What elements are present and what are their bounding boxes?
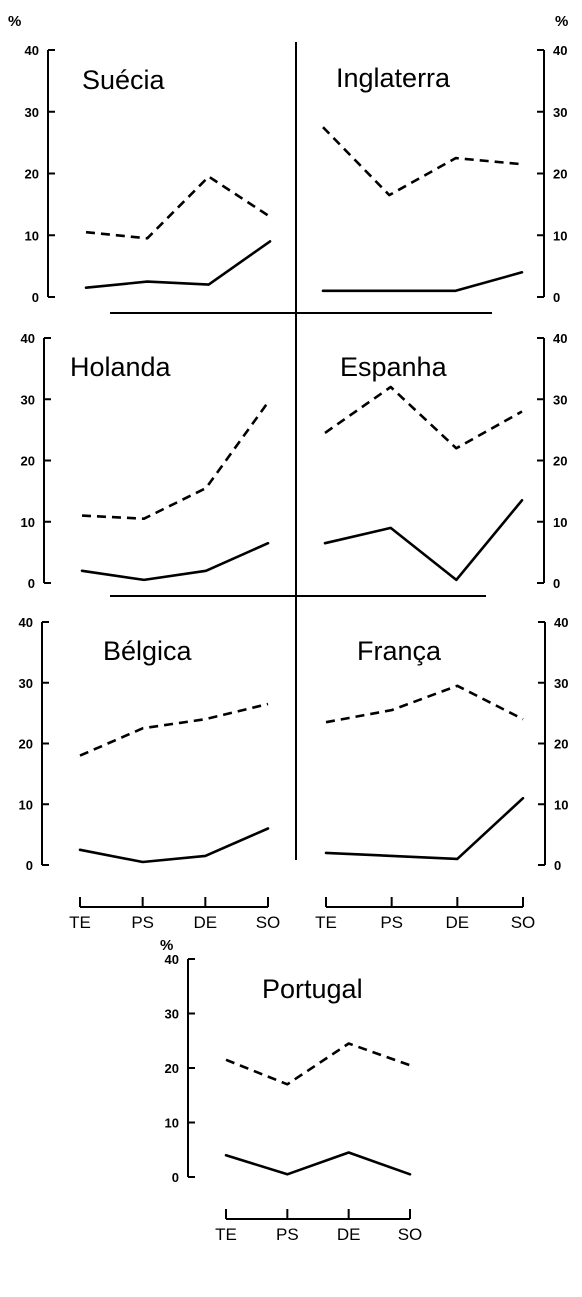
series-line-solid [78,827,270,864]
chart-panel-inglaterra: Inglaterra% 0 10 20 30 40 [321,13,568,305]
chart-panel-franca: França 0 10 20 30 40 TE PS DE SO [315,615,568,932]
y-tick-label: 10 [554,797,568,812]
y-tick-label: 30 [21,392,35,407]
series-line-dashed [225,1042,411,1086]
panel-title-inglaterra: Inglaterra [336,63,451,93]
y-tick-label: 0 [28,576,35,591]
chart-panel-holanda: Holanda 0 10 20 30 40 [21,331,270,591]
y-tick-label: 10 [25,228,39,243]
y-tick-label: 10 [21,515,35,530]
chart-panel-suecia: Suécia% 0 10 20 30 40 [8,13,272,305]
series-line-solid [321,270,524,293]
x-tick-label: TE [215,1225,237,1244]
y-tick-label: 30 [553,105,567,120]
y-tick-label: 0 [26,858,33,873]
series-line-dashed [324,385,523,450]
panel-title-franca: França [357,636,442,666]
panel-title-belgica: Bélgica [103,636,193,666]
y-tick-label: 0 [553,290,560,305]
series-line-dashed [322,126,523,197]
chart-panel-belgica: Bélgica 0 10 20 30 40 TE PS DE SO [19,615,281,932]
y-tick-label: 20 [21,454,35,469]
series-line-dashed [79,702,269,757]
x-tick-label: TE [315,913,337,932]
percent-unit-label: % [8,13,21,30]
y-tick-label: 40 [554,615,568,630]
panel-title-suecia: Suécia [82,65,166,95]
x-tick-label: DE [194,913,218,932]
x-tick-label: PS [276,1225,299,1244]
series-line-dashed [81,401,270,521]
series-line-solid [224,1151,412,1176]
y-tick-label: 40 [19,615,33,630]
y-tick-label: 10 [19,797,33,812]
y-tick-label: 0 [554,858,561,873]
y-tick-label: 30 [25,105,39,120]
y-tick-label: 40 [553,43,567,58]
y-tick-label: 20 [553,167,567,182]
series-line-solid [84,240,272,290]
series-line-dashed [85,175,271,240]
y-tick-label: 40 [25,43,39,58]
y-tick-label: 20 [553,454,567,469]
percent-unit-label: % [555,13,568,30]
panel-title-portugal: Portugal [262,974,363,1004]
y-tick-label: 0 [32,290,39,305]
y-tick-label: 0 [172,1170,179,1185]
panel-title-holanda: Holanda [70,352,172,382]
x-tick-label: PS [380,913,403,932]
y-tick-label: 40 [165,952,179,967]
y-tick-label: 30 [553,392,567,407]
y-tick-label: 20 [25,167,39,182]
x-tick-label: PS [131,913,154,932]
chart-panel-espanha: Espanha 0 10 20 30 40 [323,331,567,591]
chart-panel-portugal: Portugal% 0 10 20 30 40 TE PS DE SO [160,937,422,1244]
y-tick-label: 10 [165,1116,179,1131]
x-tick-label: SO [256,913,281,932]
x-tick-label: TE [69,913,91,932]
percent-unit-label: % [160,937,173,954]
y-tick-label: 20 [19,737,33,752]
y-tick-label: 30 [554,676,568,691]
series-line-solid [80,541,270,582]
y-tick-label: 10 [553,515,567,530]
y-tick-label: 40 [553,331,567,346]
y-tick-label: 10 [553,228,567,243]
y-tick-label: 40 [21,331,35,346]
y-tick-label: 30 [19,676,33,691]
y-tick-label: 20 [165,1061,179,1076]
y-tick-label: 30 [165,1007,179,1022]
series-line-solid [324,796,525,861]
series-line-dashed [325,684,524,724]
y-tick-label: 20 [554,737,568,752]
x-tick-label: SO [511,913,536,932]
x-tick-label: DE [446,913,470,932]
y-tick-label: 0 [553,576,560,591]
x-tick-label: DE [337,1225,361,1244]
series-line-solid [323,498,524,582]
x-tick-label: SO [398,1225,423,1244]
panel-title-espanha: Espanha [340,352,448,382]
